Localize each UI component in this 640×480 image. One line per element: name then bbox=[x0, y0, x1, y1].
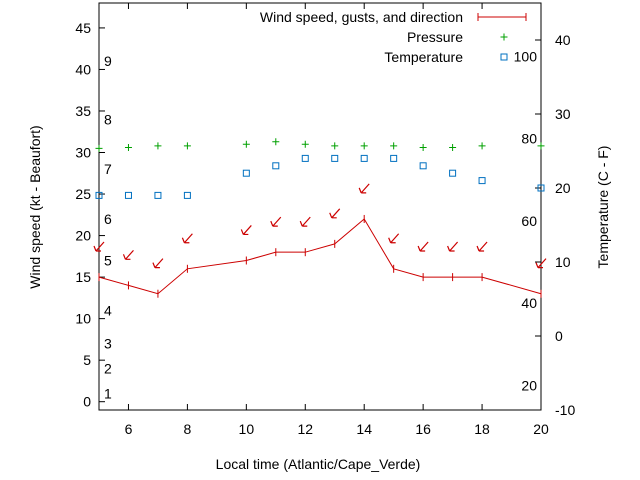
y-right-tick-label: 30 bbox=[555, 106, 571, 122]
pressure-point bbox=[419, 144, 427, 152]
y-axis-right-title: Temperature (C - F) bbox=[595, 146, 611, 269]
wind-direction-arrow bbox=[152, 258, 164, 269]
legend-temperature-label: Temperature bbox=[384, 49, 463, 65]
x-axis-title: Local time (Atlantic/Cape_Verde) bbox=[216, 456, 421, 472]
pressure-point bbox=[360, 142, 368, 150]
legend-wind-label: Wind speed, gusts, and direction bbox=[260, 9, 463, 25]
wind-direction-arrow bbox=[388, 233, 400, 244]
fahrenheit-label: 60 bbox=[521, 213, 537, 229]
pressure-point bbox=[449, 144, 457, 152]
pressure-point bbox=[183, 142, 191, 150]
x-tick-label: 8 bbox=[184, 421, 192, 437]
temperature-point bbox=[154, 191, 162, 199]
plot-frame bbox=[98, 2, 542, 411]
beaufort-label: 6 bbox=[104, 211, 112, 227]
wind-direction-arrow bbox=[535, 258, 547, 269]
temperature-point bbox=[242, 169, 250, 177]
beaufort-label: 8 bbox=[104, 111, 112, 127]
pressure-point bbox=[478, 142, 486, 150]
fahrenheit-label: 100 bbox=[514, 48, 538, 64]
pressure-point bbox=[272, 138, 280, 146]
beaufort-label: 9 bbox=[104, 53, 112, 69]
beaufort-label: 5 bbox=[104, 252, 112, 268]
legend-temperature-swatch bbox=[500, 53, 508, 61]
y-right-tick-label: 20 bbox=[555, 180, 571, 196]
x-tick-label: 14 bbox=[356, 421, 372, 437]
legend-pressure-label: Pressure bbox=[407, 29, 463, 45]
y-left-tick-label: 0 bbox=[83, 394, 91, 410]
pressure-point bbox=[242, 140, 250, 148]
legend-pressure-swatch bbox=[500, 33, 508, 41]
x-tick-label: 18 bbox=[474, 421, 490, 437]
beaufort-label: 1 bbox=[104, 385, 112, 401]
temperature-point bbox=[331, 154, 339, 162]
y-left-tick-label: 10 bbox=[75, 311, 91, 327]
wind-direction-arrow bbox=[476, 241, 488, 252]
pressure-point bbox=[301, 140, 309, 148]
wind-direction-arrow bbox=[93, 241, 105, 252]
temperature-point bbox=[95, 191, 103, 199]
pressure-point bbox=[95, 144, 103, 152]
beaufort-label: 2 bbox=[104, 360, 112, 376]
temperature-point bbox=[360, 154, 368, 162]
temperature-point bbox=[478, 177, 486, 185]
temperature-point bbox=[272, 162, 280, 170]
x-tick-label: 20 bbox=[533, 421, 549, 437]
y-right-tick-label: -10 bbox=[555, 402, 575, 418]
y-left-tick-label: 35 bbox=[75, 103, 91, 119]
x-tick-label: 6 bbox=[125, 421, 133, 437]
wind-speed-line bbox=[98, 218, 542, 295]
wind-direction-arrow bbox=[122, 249, 134, 260]
temperature-point bbox=[183, 191, 191, 199]
wind-direction-arrow bbox=[358, 183, 370, 194]
beaufort-label: 7 bbox=[104, 161, 112, 177]
temperature-point bbox=[419, 162, 427, 170]
wind-direction-arrow bbox=[181, 233, 193, 244]
pressure-point bbox=[124, 144, 132, 152]
temperature-point bbox=[537, 184, 545, 192]
plot-area: 6 8 10 12 14 16 18 20051015202530354045-1001020… bbox=[75, 2, 575, 437]
wind-direction-arrow bbox=[417, 241, 429, 252]
temperature-point bbox=[124, 191, 132, 199]
y-left-tick-label: 5 bbox=[83, 352, 91, 368]
fahrenheit-label: 20 bbox=[521, 377, 537, 393]
temperature-point bbox=[390, 154, 398, 162]
x-tick-label: 16 bbox=[415, 421, 431, 437]
y-axis-left-title: Wind speed (kt - Beaufort) bbox=[27, 125, 43, 288]
y-left-tick-label: 30 bbox=[75, 145, 91, 161]
y-right-tick-label: 40 bbox=[555, 32, 571, 48]
wind-direction-arrow bbox=[447, 241, 459, 252]
x-tick-label: 12 bbox=[297, 421, 313, 437]
fahrenheit-label: 40 bbox=[521, 295, 537, 311]
temperature-point bbox=[301, 154, 309, 162]
y-left-tick-label: 40 bbox=[75, 61, 91, 77]
y-left-tick-label: 15 bbox=[75, 269, 91, 285]
beaufort-label: 4 bbox=[104, 302, 112, 318]
wind-direction-arrow bbox=[270, 216, 282, 227]
y-left-tick-label: 20 bbox=[75, 228, 91, 244]
pressure-point bbox=[331, 142, 339, 150]
pressure-point bbox=[390, 142, 398, 150]
pressure-point bbox=[154, 142, 162, 150]
pressure-point bbox=[537, 142, 545, 150]
y-right-tick-label: 10 bbox=[555, 254, 571, 270]
wind-direction-arrow bbox=[240, 225, 252, 236]
beaufort-label: 3 bbox=[104, 336, 112, 352]
y-left-tick-label: 45 bbox=[75, 20, 91, 36]
wind-direction-arrow bbox=[299, 216, 311, 227]
y-right-tick-label: 0 bbox=[555, 328, 563, 344]
y-left-tick-label: 25 bbox=[75, 186, 91, 202]
fahrenheit-label: 80 bbox=[521, 131, 537, 147]
wind-direction-arrow bbox=[329, 208, 341, 219]
x-tick-label: 10 bbox=[239, 421, 255, 437]
temperature-point bbox=[449, 169, 457, 177]
